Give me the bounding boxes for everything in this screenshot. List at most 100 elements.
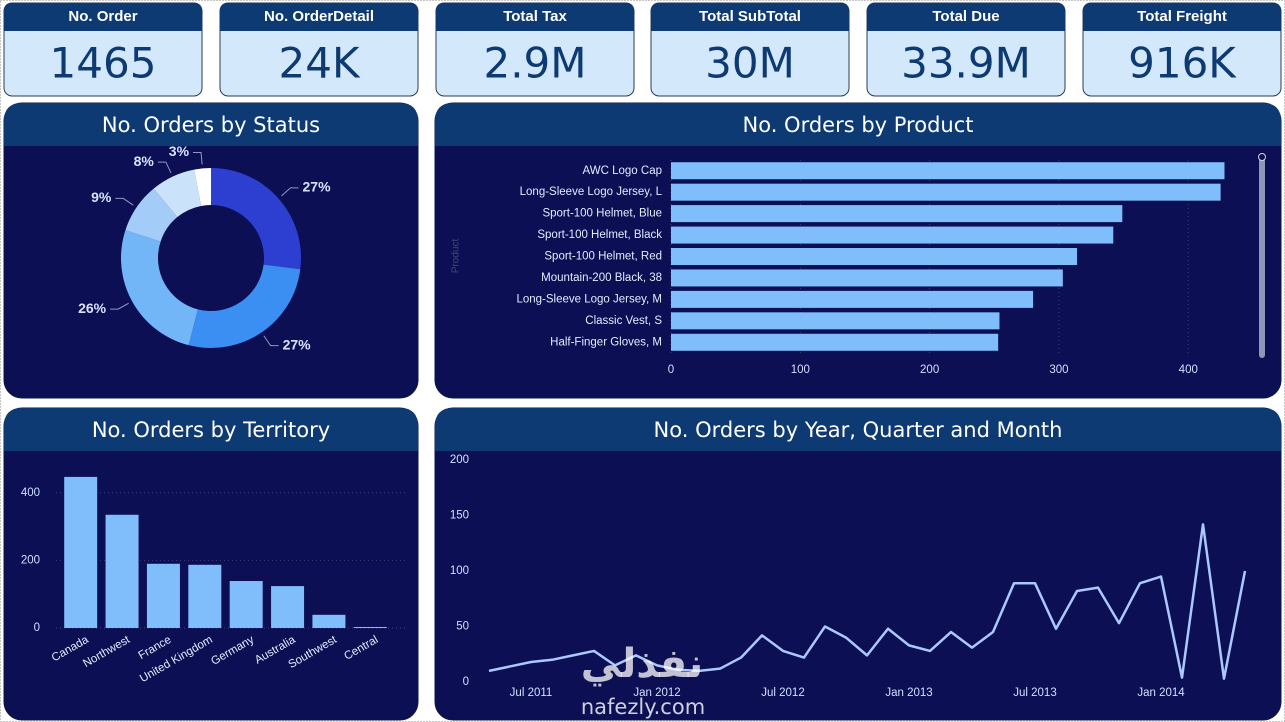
watermark-latin: nafezly.com xyxy=(581,695,705,719)
x-tick-label: 100 xyxy=(791,364,810,376)
bar xyxy=(671,290,1034,308)
leader-line xyxy=(115,197,134,206)
panel-title: No. Orders by Status xyxy=(102,113,320,137)
kpi-value: 24K xyxy=(279,39,361,88)
x-tick-label: Jul 2013 xyxy=(1013,687,1056,699)
data-label: 27% xyxy=(303,179,332,195)
x-tick-label: Jul 2012 xyxy=(761,687,804,699)
donut-slice xyxy=(125,188,178,242)
kpi-header xyxy=(4,3,202,31)
y-tick-label: 200 xyxy=(450,454,469,466)
kpi-card: Total Tax 2.9M xyxy=(435,2,635,97)
data-label: 8% xyxy=(134,153,155,169)
kpi-label: No. OrderDetail xyxy=(264,8,374,25)
y-tick-label: Long-Sleeve Logo Jersey, L xyxy=(520,186,663,198)
bar xyxy=(146,563,180,628)
bar xyxy=(671,248,1078,265)
scroll-knob xyxy=(1258,153,1266,161)
watermark-arabic: نفذلي xyxy=(581,641,703,687)
y-tick-label: Half-Finger Gloves, M xyxy=(550,336,662,348)
bar xyxy=(671,226,1114,244)
bar xyxy=(671,183,1221,201)
x-tick-label: Jan 2012 xyxy=(633,687,680,699)
kpi-label: No. Order xyxy=(68,8,137,25)
scrollbar xyxy=(1259,156,1265,358)
kpi-card: No. OrderDetail 24K xyxy=(219,2,419,97)
kpi-header xyxy=(436,3,634,31)
panel-header xyxy=(4,408,418,451)
donut-slice xyxy=(188,264,301,349)
y-tick-label: Classic Vest, S xyxy=(585,315,662,327)
data-label: 26% xyxy=(78,300,107,316)
kpi-card: Total Due 33.9M xyxy=(866,2,1066,97)
kpi-label: Total Freight xyxy=(1137,8,1227,25)
bar xyxy=(188,564,222,628)
bar xyxy=(671,162,1225,180)
donut-slice xyxy=(153,169,202,218)
kpi-value: 30M xyxy=(705,39,795,88)
panel-title: No. Orders by Product xyxy=(743,113,974,137)
donut-slice xyxy=(194,168,211,206)
leader-line xyxy=(281,187,299,197)
kpi-value: 33.9M xyxy=(901,39,1031,88)
data-label: 3% xyxy=(169,143,190,159)
leader-line xyxy=(110,302,129,310)
data-label: 27% xyxy=(283,336,312,352)
y-tick-label: 50 xyxy=(456,621,469,633)
x-tick-label: 300 xyxy=(1049,364,1068,376)
bar xyxy=(229,581,263,628)
y-tick-label: AWC Logo Cap xyxy=(583,165,662,177)
y-tick-label: Sport-100 Helmet, Blue xyxy=(542,208,662,220)
y-tick-label: Long-Sleeve Logo Jersey, M xyxy=(516,293,662,305)
panel-title: No. Orders by Year, Quarter and Month xyxy=(654,418,1063,442)
bar xyxy=(105,514,139,628)
panel-title: No. Orders by Territory xyxy=(92,418,330,442)
bar xyxy=(312,614,346,628)
kpi-card: Total Freight 916K xyxy=(1082,2,1282,97)
bar xyxy=(671,205,1123,223)
kpi-label: Total Tax xyxy=(503,8,567,25)
data-label: 9% xyxy=(91,189,112,205)
panel-header xyxy=(4,103,418,146)
bar xyxy=(353,626,387,628)
kpi-value: 916K xyxy=(1128,39,1237,88)
panel-body xyxy=(3,102,419,399)
line-series xyxy=(488,523,1247,680)
x-tick-label: 400 xyxy=(1179,364,1198,376)
y-axis-label: Product xyxy=(451,239,462,274)
y-tick-label: 0 xyxy=(34,622,40,634)
bar xyxy=(671,333,999,351)
x-tick-label: Jan 2013 xyxy=(885,687,932,699)
y-tick-label: Sport-100 Helmet, Black xyxy=(537,229,662,241)
kpi-value: 1465 xyxy=(50,39,157,88)
panel-header xyxy=(435,408,1281,451)
y-tick-label: 400 xyxy=(21,487,40,499)
leader-line xyxy=(193,151,203,165)
leader-line xyxy=(157,161,172,174)
bar xyxy=(671,312,1000,330)
leader-line xyxy=(263,335,279,347)
kpi-header xyxy=(651,3,849,31)
kpi-card: No. Order 1465 xyxy=(3,2,203,97)
x-tick-label: Jan 2014 xyxy=(1137,687,1185,699)
kpi-label: Total Due xyxy=(932,8,999,25)
y-tick-label: 0 xyxy=(463,676,469,688)
kpi-header xyxy=(220,3,418,31)
bar xyxy=(671,269,1063,287)
x-tick-label: 200 xyxy=(920,364,939,376)
kpi-card: Total SubTotal 30M xyxy=(650,2,850,97)
donut-slice xyxy=(211,168,302,270)
kpi-header xyxy=(1083,3,1281,31)
y-tick-label: 100 xyxy=(450,565,469,577)
kpi-value: 2.9M xyxy=(483,39,586,88)
panel-header xyxy=(435,103,1281,146)
x-tick-label: Jul 2011 xyxy=(510,687,553,699)
x-tick-label: 0 xyxy=(668,364,674,376)
y-tick-label: Sport-100 Helmet, Red xyxy=(544,251,662,263)
y-tick-label: 200 xyxy=(21,554,40,566)
kpi-header xyxy=(867,3,1065,31)
y-tick-label: Mountain-200 Black, 38 xyxy=(541,272,662,284)
bar xyxy=(64,476,98,628)
